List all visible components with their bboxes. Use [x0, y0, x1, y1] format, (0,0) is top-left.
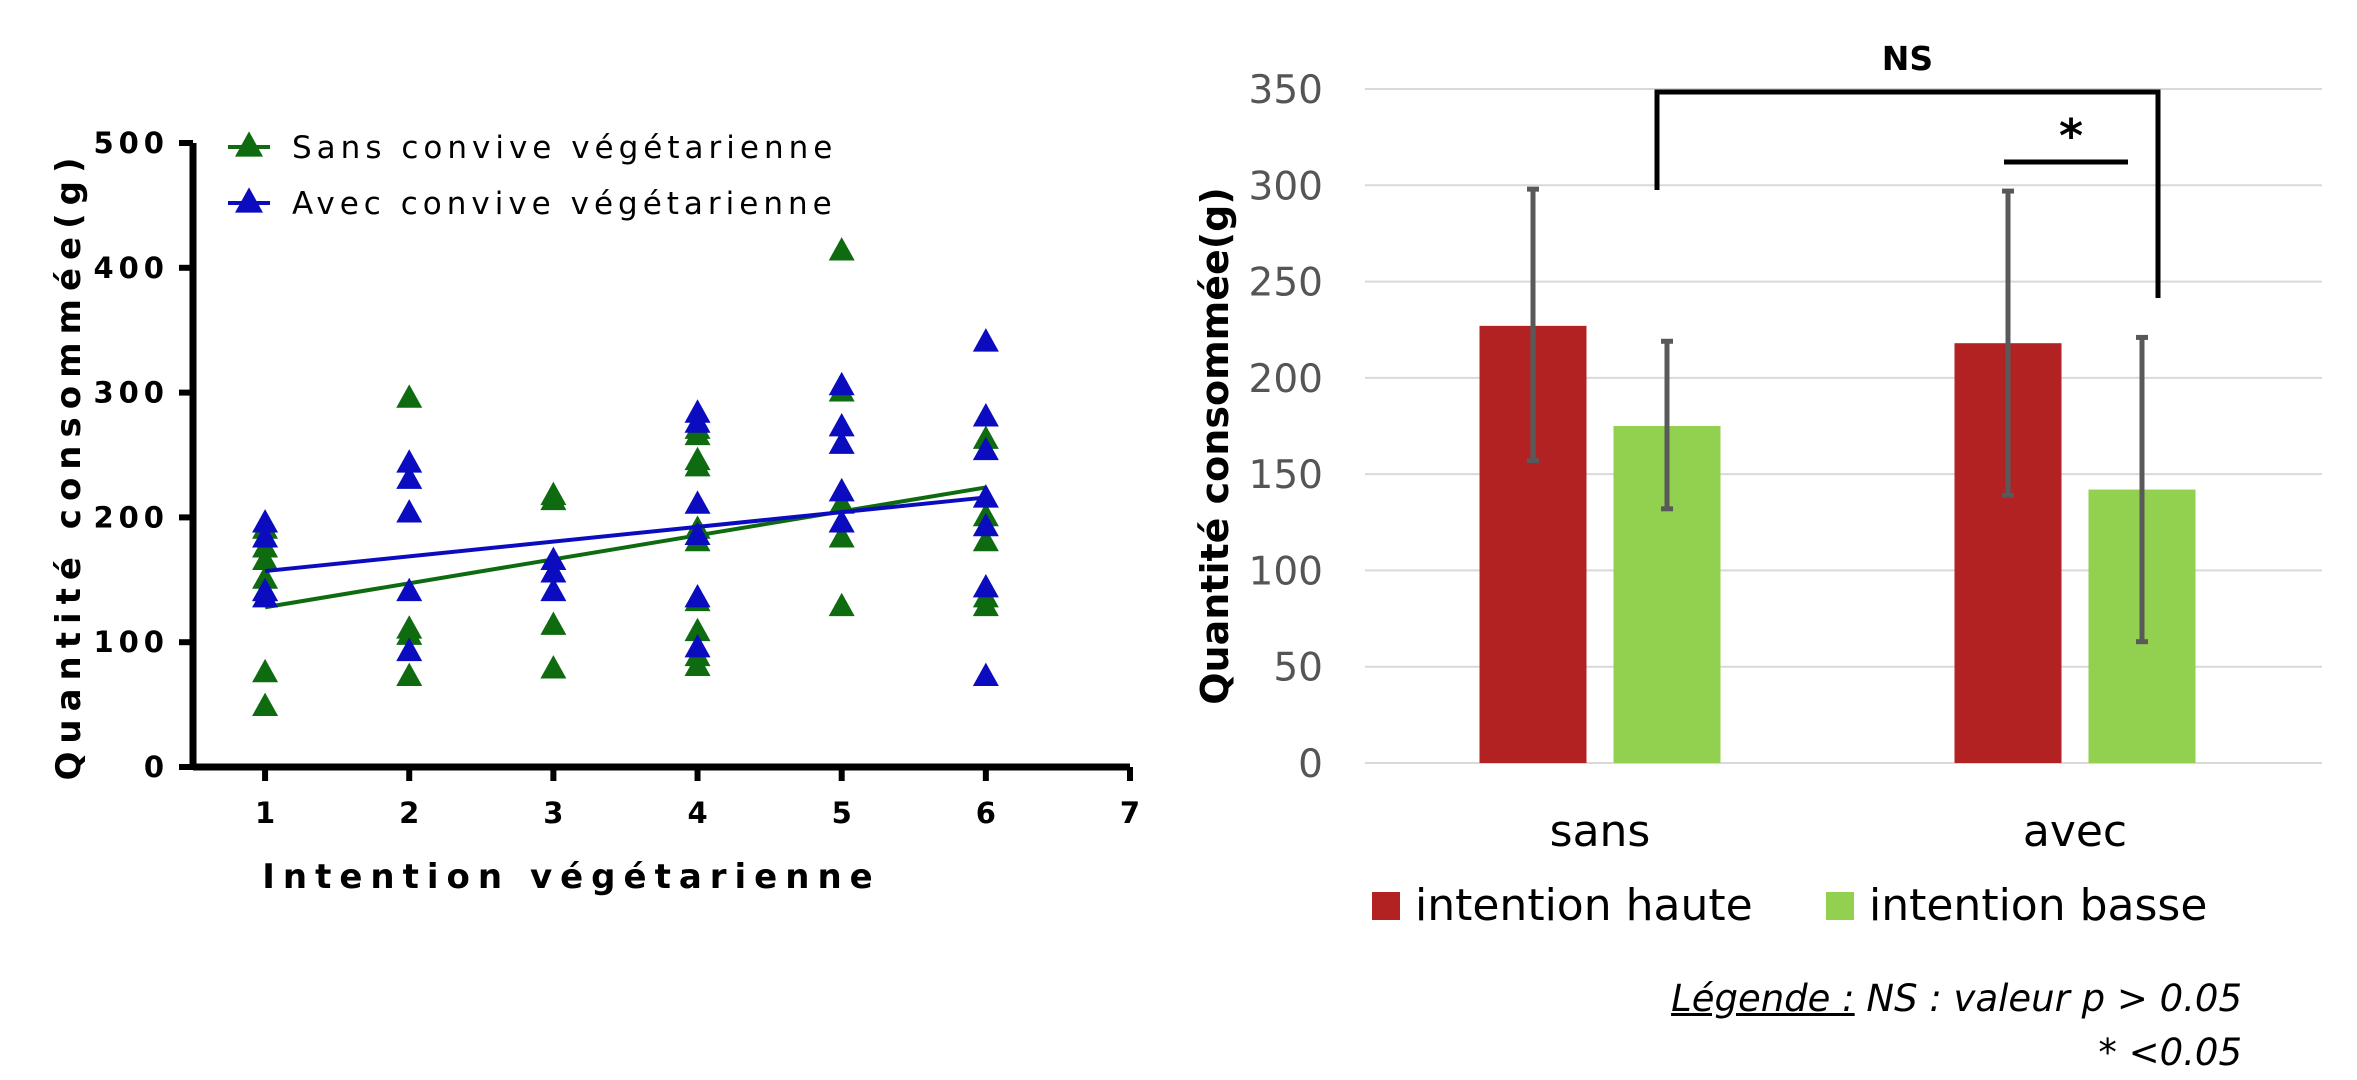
scatter-chart: 0 100 200 300 400 500 1 2 3 4 5 6 7 Intention végétar…	[49, 126, 1140, 897]
data-point	[540, 611, 567, 635]
data-point	[972, 574, 999, 598]
y-tick-label: 300	[1249, 164, 1323, 209]
y-tick-label: 100	[93, 625, 169, 659]
legend-item-avec: Avec convive végétarienne	[228, 186, 837, 222]
legend-label: Sans convive végétarienne	[292, 130, 837, 166]
y-tick-label: 300	[93, 376, 169, 410]
data-point	[684, 399, 711, 423]
data-point	[396, 615, 423, 639]
data-point	[540, 577, 567, 602]
x-tick-label: 5	[832, 796, 852, 830]
trend-line	[264, 485, 987, 610]
data-point	[684, 490, 711, 514]
data-point	[828, 524, 855, 548]
x-tick-label: 2	[399, 796, 419, 830]
x-tick-label: 7	[1120, 796, 1140, 830]
x-tick-label: 3	[543, 796, 563, 830]
legend-item-basse: intention basse	[1826, 880, 2207, 931]
data-point	[828, 430, 855, 454]
x-tick-label: 4	[687, 796, 707, 830]
data-point	[972, 436, 999, 461]
legend-item-sans: Sans convive végétarienne	[228, 130, 837, 166]
data-point	[540, 481, 567, 506]
y-tick-label: 50	[1273, 646, 1323, 691]
y-tick-label: 150	[1249, 453, 1323, 498]
data-point	[828, 237, 855, 261]
data-point	[972, 484, 999, 508]
data-point	[252, 658, 279, 683]
category-label-avec: avec	[2023, 806, 2127, 857]
data-point	[828, 477, 855, 502]
data-point	[972, 527, 999, 552]
data-point	[684, 446, 711, 471]
data-point	[396, 465, 423, 489]
data-point	[252, 524, 279, 548]
data-point	[828, 592, 855, 617]
data-point	[828, 371, 855, 396]
significance-legend: Légende : NS : valeur p > 0.05 * <0.05	[1671, 972, 2242, 1080]
x-axis-title: Intention végétarienne	[262, 857, 880, 897]
legend-marker	[235, 187, 263, 213]
data-point	[684, 633, 711, 658]
y-tick-label: 400	[93, 251, 169, 285]
y-tick-label: 250	[1249, 261, 1323, 306]
y-axis-title: Quantité consommée(g)	[1193, 187, 1237, 705]
data-point	[972, 403, 999, 427]
bar-chart: 0 50 100 150 200 250 300 350 Quantité consommée(…	[1193, 39, 2322, 931]
data-point	[540, 546, 567, 570]
legend-swatch	[1372, 892, 1400, 920]
data-point	[396, 384, 423, 408]
ns-label: NS	[1882, 39, 1933, 78]
data-point	[828, 413, 855, 437]
ns-bracket	[1654, 89, 2161, 298]
y-tick-label: 200	[1249, 357, 1323, 402]
data-point	[828, 509, 855, 533]
y-axis-title: Quantité consommée(g)	[49, 149, 89, 780]
data-point	[540, 559, 567, 583]
data-point	[972, 662, 999, 687]
data-point	[252, 509, 279, 533]
data-point	[828, 490, 855, 514]
y-tick-label: 200	[93, 500, 169, 534]
series-avec	[252, 328, 999, 687]
x-tick-label: 6	[976, 796, 996, 830]
y-tick-label: 0	[1298, 742, 1323, 787]
y-tick-label: 100	[1249, 549, 1323, 594]
data-point	[252, 692, 279, 716]
data-point	[540, 655, 567, 679]
legend-label: Avec convive végétarienne	[292, 186, 837, 222]
legend-label: intention basse	[1869, 880, 2207, 931]
series-sans	[252, 237, 999, 716]
data-point	[396, 637, 423, 662]
trend-line	[264, 495, 987, 574]
data-point	[972, 512, 999, 537]
legend-label: intention haute	[1415, 880, 1753, 931]
y-tick-label: 350	[1249, 68, 1323, 113]
y-tick-label: 0	[144, 750, 169, 784]
data-point	[252, 565, 279, 589]
data-point	[252, 577, 279, 602]
category-label-sans: sans	[1550, 806, 1651, 857]
data-point	[396, 499, 423, 523]
legend-item-haute: intention haute	[1372, 880, 1753, 931]
legend-note-label: Légende :	[1671, 977, 1855, 1020]
legend-swatch	[1826, 892, 1854, 920]
data-point	[684, 617, 711, 642]
data-point	[396, 662, 423, 687]
data-point	[972, 328, 999, 352]
data-point	[396, 577, 423, 602]
star-label: *	[2059, 109, 2083, 163]
x-tick-label: 1	[255, 796, 275, 830]
legend-note-line2: * <0.05	[2098, 1031, 2242, 1074]
data-point	[252, 546, 279, 570]
data-point	[396, 449, 423, 473]
data-point	[684, 521, 711, 546]
data-point	[684, 584, 711, 608]
legend-note-line1: NS : valeur p > 0.05	[1866, 977, 2242, 1020]
legend-marker	[235, 131, 263, 157]
y-tick-label: 500	[93, 126, 169, 160]
